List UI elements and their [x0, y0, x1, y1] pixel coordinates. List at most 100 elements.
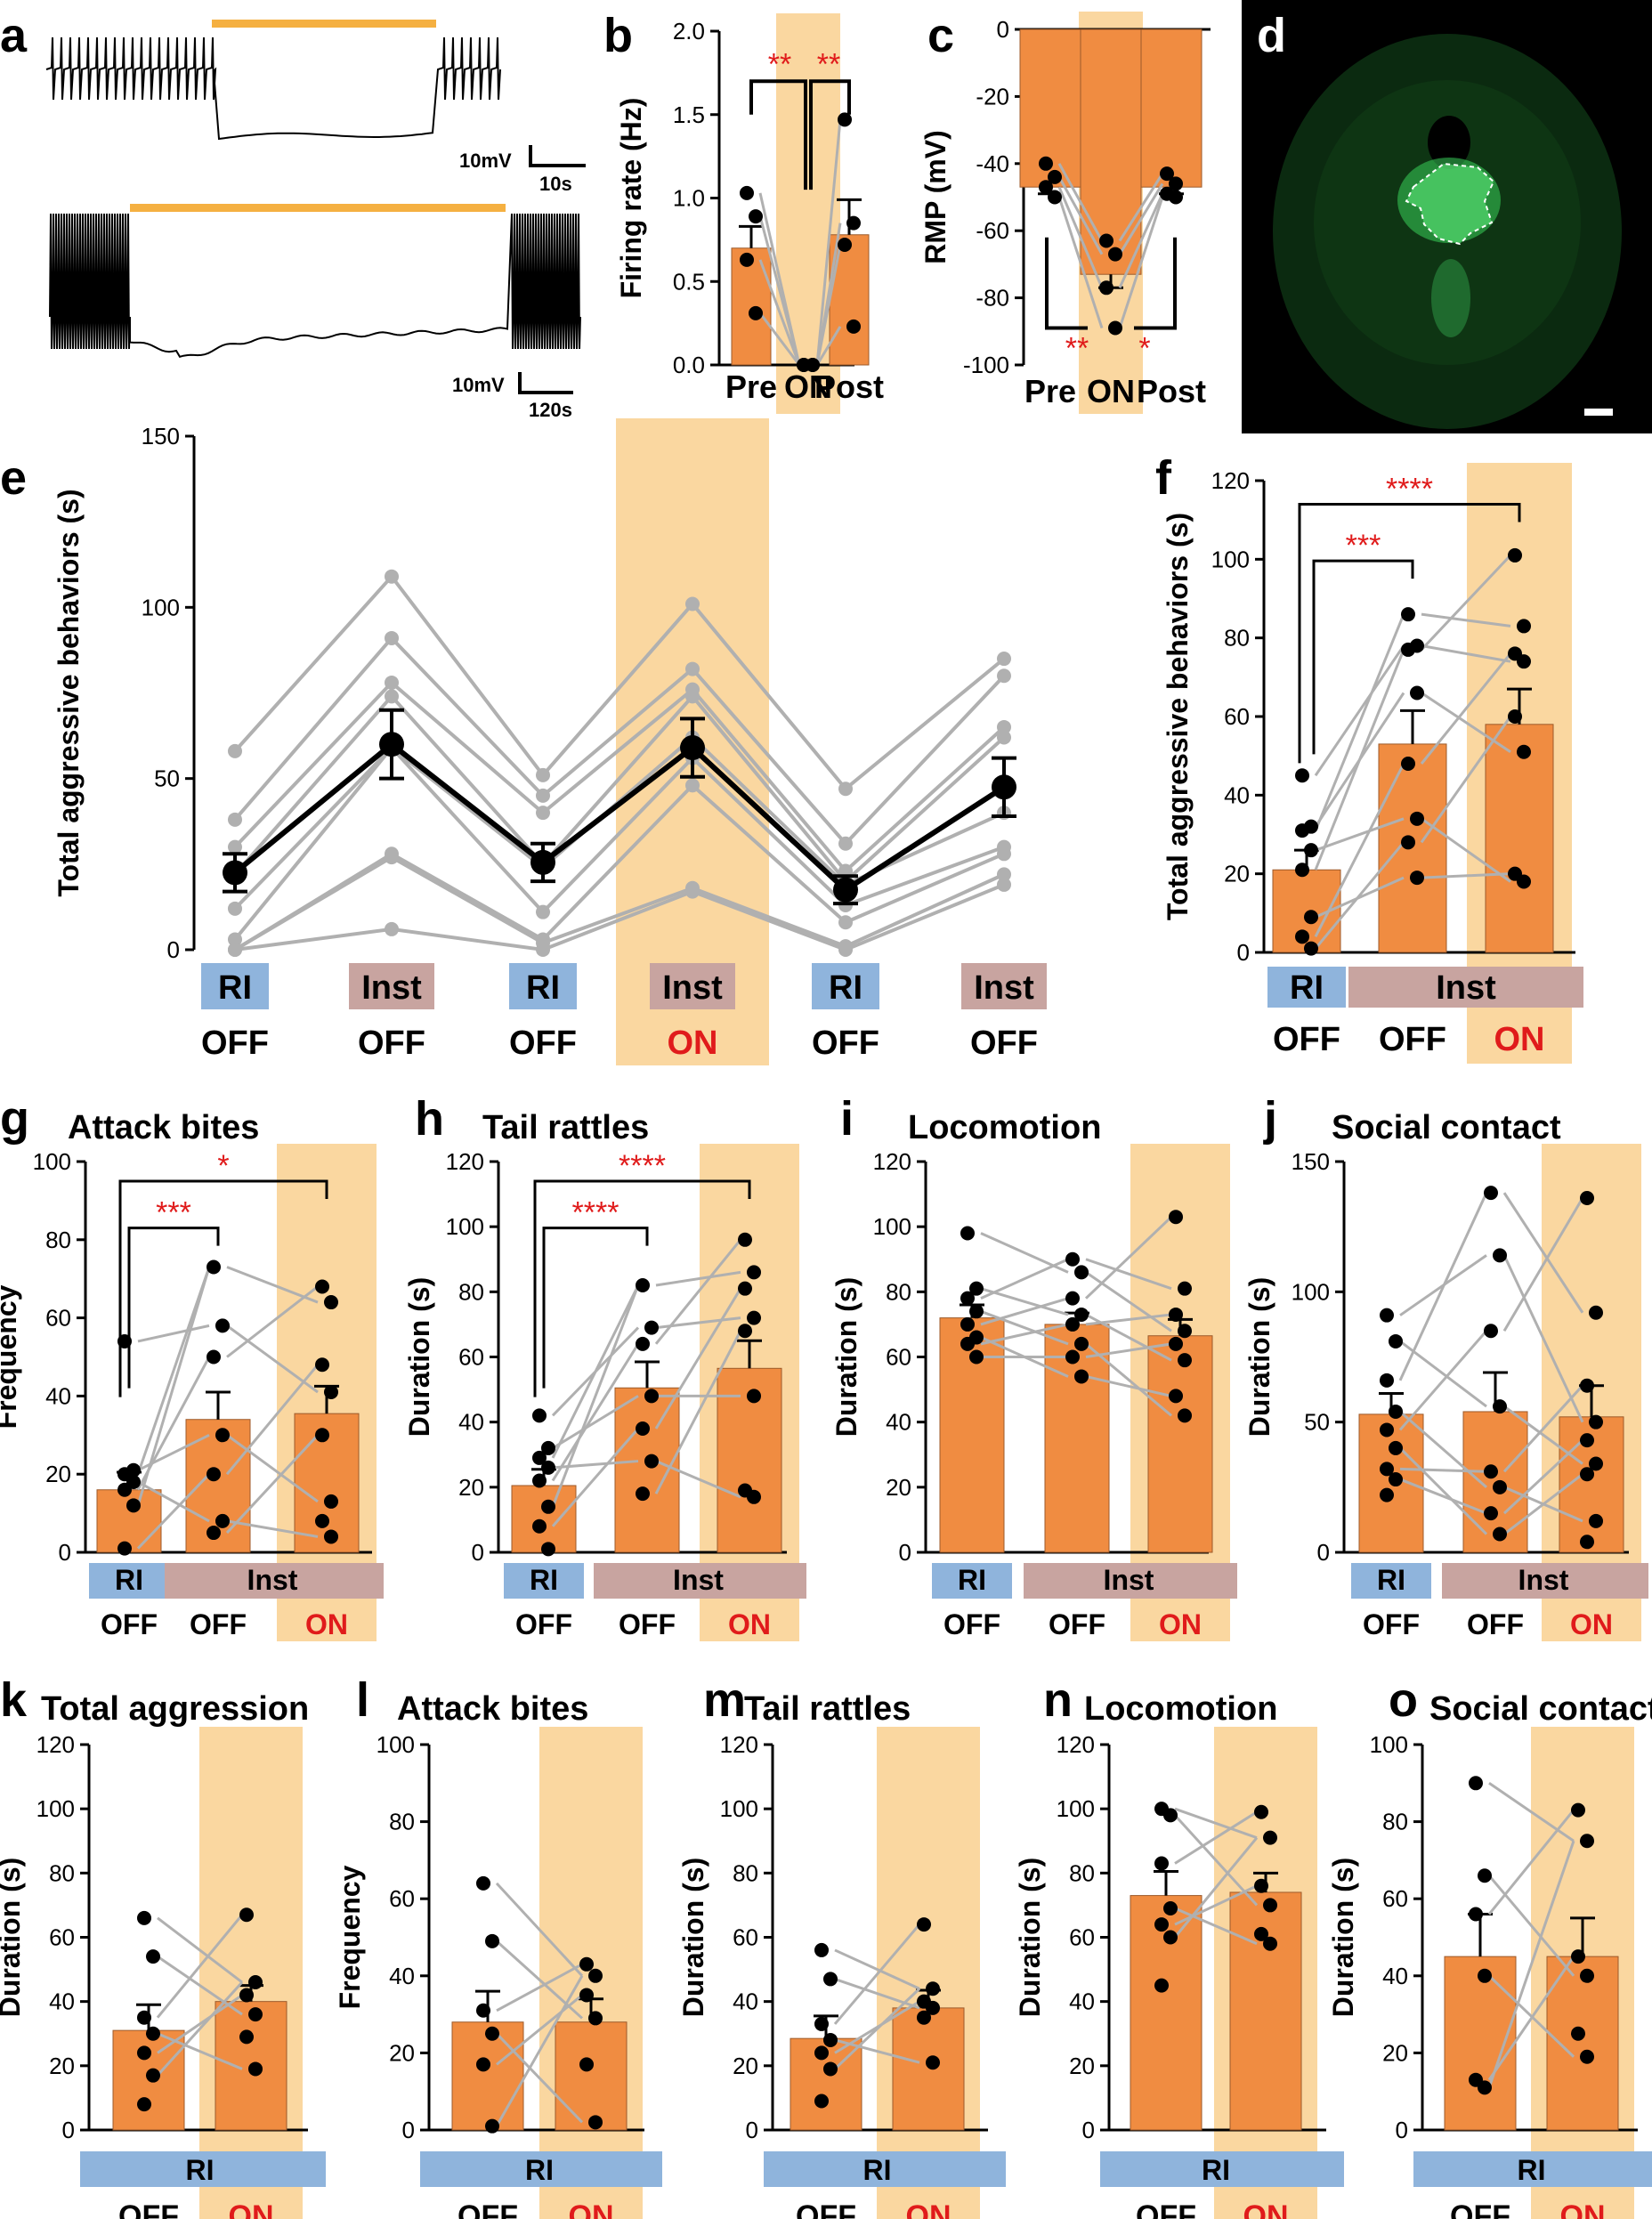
- individual-point: [1254, 1878, 1268, 1893]
- individual-point: [1295, 929, 1309, 944]
- individual-line: [1314, 841, 1405, 950]
- individual-point: [1099, 280, 1113, 296]
- individual-point: [248, 1975, 263, 1990]
- panel-i: i Locomotion 0 20 40 60 80 100 120 Duration (s) RI…: [830, 1092, 1237, 1641]
- scale-2-voltage: 10mV: [452, 374, 505, 396]
- y-tick-label: 60: [886, 1344, 911, 1371]
- individual-line: [233, 693, 1006, 884]
- sig-label: **: [1065, 332, 1089, 366]
- individual-line: [1421, 644, 1511, 663]
- individual-point: [1074, 1369, 1089, 1384]
- individual-point: [1108, 247, 1122, 262]
- individual-point: [324, 1494, 338, 1509]
- individual-line: [233, 854, 1005, 952]
- scale-bar-2: 10mV 120s: [452, 372, 573, 421]
- individual-point: [997, 867, 1011, 882]
- individual-line: [1421, 612, 1511, 628]
- individual-line: [1314, 644, 1405, 777]
- individual-line: [1420, 716, 1512, 844]
- individual-point: [1493, 1399, 1507, 1414]
- individual-line: [136, 1473, 211, 1550]
- individual-line: [655, 1270, 741, 1287]
- y-tick-label: 80: [458, 1278, 484, 1305]
- individual-line: [136, 1267, 211, 1506]
- state-label: OFF: [515, 1608, 572, 1640]
- individual-point: [541, 1542, 555, 1557]
- individual-point: [1065, 1251, 1080, 1267]
- y-tick-label: 100: [1057, 1795, 1095, 1822]
- individual-point: [532, 1518, 547, 1534]
- individual-line: [1314, 613, 1405, 831]
- group-box-inst: [961, 963, 1047, 1009]
- individual-point: [1580, 1968, 1594, 1983]
- y-tick-label: 100: [1211, 546, 1250, 572]
- individual-point: [1493, 1248, 1507, 1263]
- individual-point: [532, 1450, 547, 1465]
- panel-letter-n: n: [1043, 1673, 1073, 1727]
- individual-point: [969, 1349, 984, 1365]
- individual-point: [541, 1499, 555, 1514]
- chart-title: Locomotion: [1084, 1690, 1277, 1728]
- individual-line: [1487, 1956, 1575, 2081]
- category-label: Inst: [1518, 1564, 1569, 1596]
- panel-letter-j: j: [1263, 1092, 1277, 1146]
- individual-point: [324, 1385, 338, 1400]
- sig-bracket: [809, 79, 851, 190]
- individual-point: [1163, 1808, 1178, 1823]
- individual-point: [1254, 1926, 1268, 1941]
- individual-point: [997, 877, 1011, 892]
- state-label: OFF: [1363, 1608, 1420, 1640]
- individual-point: [997, 668, 1011, 684]
- individual-point: [960, 1226, 975, 1241]
- individual-point: [747, 1310, 761, 1325]
- y-tick-label: 80: [1069, 1859, 1095, 1886]
- individual-point: [536, 806, 550, 821]
- y-axis-label: Duration (s): [677, 1858, 709, 2018]
- individual-line: [496, 1994, 583, 2066]
- individual-point: [536, 904, 550, 919]
- panel-letter-k: k: [0, 1673, 28, 1727]
- sig-label: ***: [1346, 529, 1381, 563]
- y-tick-label: 40: [1382, 1963, 1408, 1989]
- y-tick-label: 80: [49, 1859, 75, 1886]
- individual-point: [747, 1265, 761, 1280]
- opto-bar-trace-2: [130, 204, 506, 212]
- chart-title: Social contact: [1332, 1109, 1561, 1146]
- individual-line: [233, 680, 1006, 874]
- individual-point: [740, 252, 754, 267]
- individual-point: [228, 839, 242, 854]
- individual-point: [644, 1389, 659, 1404]
- y-tick-label: 20: [733, 2053, 758, 2079]
- state-label: ON: [569, 2199, 614, 2219]
- individual-point: [838, 836, 853, 851]
- individual-point: [117, 1541, 132, 1556]
- individual-point: [588, 1968, 603, 1983]
- individual-line: [1084, 1216, 1173, 1300]
- individual-point: [1178, 1281, 1192, 1296]
- mean-point: [530, 849, 555, 875]
- individual-point: [1074, 1307, 1089, 1322]
- individual-point: [1178, 1324, 1192, 1339]
- category-label: RI: [218, 969, 252, 1007]
- bar: [892, 2007, 965, 2131]
- individual-point: [324, 1295, 338, 1310]
- y-tick-label: 60: [1224, 703, 1250, 730]
- panel-h: h Tail rattles 0 20 40 60 80 100 120 Duration (s)…: [403, 1092, 806, 1641]
- state-label: OFF: [190, 1608, 247, 1640]
- scale-bar-d: [1584, 409, 1613, 416]
- sig-bracket: [749, 79, 807, 190]
- individual-line: [1118, 173, 1164, 242]
- individual-line: [495, 2032, 584, 2124]
- individual-point: [1517, 619, 1531, 634]
- individual-point: [315, 1357, 329, 1373]
- individual-line: [1487, 1809, 1575, 1915]
- group-box-inst: [594, 1563, 806, 1599]
- state-label: OFF: [1136, 2199, 1196, 2219]
- y-tick-label: 100: [446, 1213, 484, 1240]
- individual-point: [1263, 1830, 1277, 1845]
- individual-point: [1571, 2026, 1585, 2041]
- individual-line: [1315, 817, 1405, 852]
- state-label: OFF: [1379, 1021, 1446, 1058]
- individual-line: [1399, 1467, 1487, 1473]
- state-label: ON: [906, 2199, 952, 2219]
